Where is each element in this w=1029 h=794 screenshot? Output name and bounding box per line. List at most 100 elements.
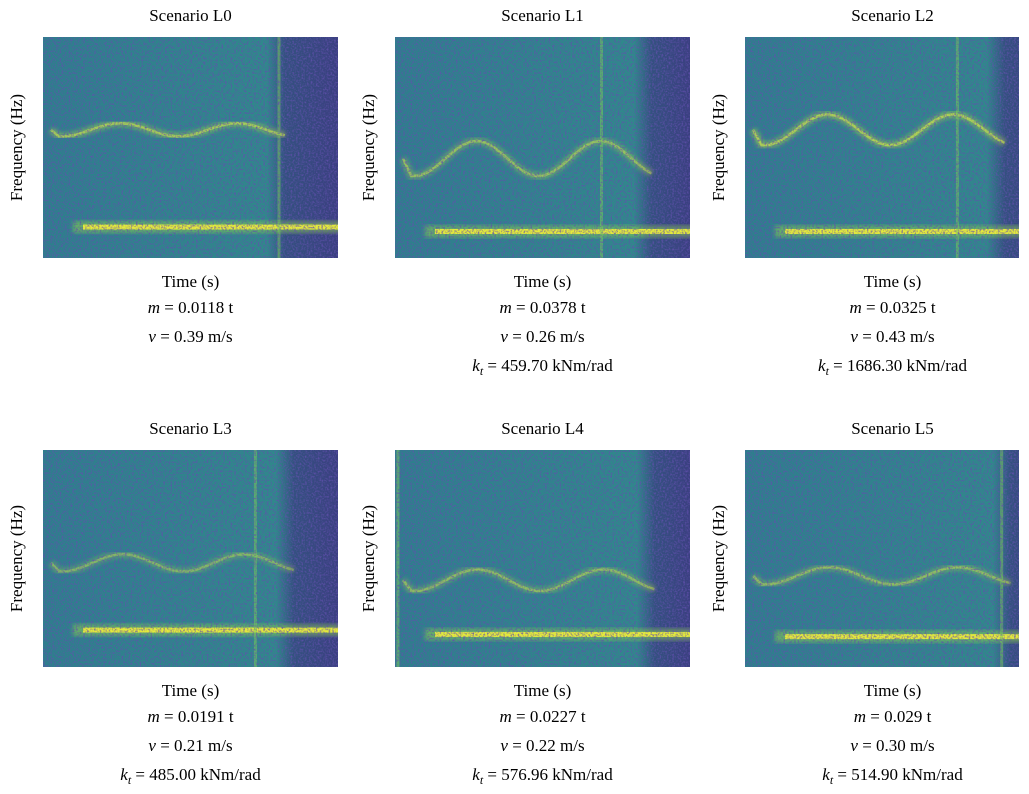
parameter-symbol: m [499,298,511,317]
panel: Scenario L1 Time (s) Frequency (Hz) m = 0.0… [359,6,690,378]
parameter-value: = 0.0227 t [512,707,586,726]
spectrogram [395,37,690,258]
parameter-value: = 459.70 kNm/rad [483,356,613,375]
parameter: v = 0.39 m/s [148,327,232,346]
spectrogram-body [43,37,338,258]
parameter-symbol: m [147,707,159,726]
spectrogram-body [745,450,1019,667]
parameter-value: = 0.43 m/s [858,327,935,346]
parameter-symbol: v [148,736,156,755]
y-axis-label: Frequency (Hz) [359,505,378,612]
spectrogram-body [395,450,690,667]
parameter-symbol: m [854,707,866,726]
parameter-symbol: m [499,707,511,726]
parameter-symbol: v [850,736,858,755]
parameter-value: = 0.0191 t [160,707,234,726]
parameter: kt = 514.90 kNm/rad [822,765,963,787]
parameter-subscript: t [826,364,830,378]
noise [395,37,690,258]
parameter: v = 0.30 m/s [850,736,934,755]
parameter-symbol: v [500,736,508,755]
spectrogram [43,37,338,258]
y-axis-label: Frequency (Hz) [7,94,26,201]
parameter-value: = 0.22 m/s [508,736,585,755]
parameter-symbol: k [472,356,480,375]
y-axis-label: Frequency (Hz) [359,94,378,201]
parameter-symbol: v [850,327,858,346]
parameter-symbol: k [472,765,480,784]
parameter: v = 0.43 m/s [850,327,934,346]
spectrogram [395,450,690,667]
parameter-value: = 485.00 kNm/rad [131,765,261,784]
parameter-subscript: t [128,773,132,787]
spectrogram [43,450,338,667]
noise [745,450,1019,667]
parameter: m = 0.0191 t [147,707,233,726]
parameter: m = 0.0325 t [849,298,935,317]
panel: Scenario L2 Time (s) Frequency (Hz) m = 0.0… [709,6,1019,378]
panel-title: Scenario L1 [501,6,584,25]
panel-title: Scenario L2 [851,6,934,25]
x-axis-label: Time (s) [514,681,571,700]
spectrogram-body [395,37,690,258]
spectrogram [745,450,1019,667]
parameter-subscript: t [480,773,484,787]
x-axis-label: Time (s) [864,681,921,700]
panel-title: Scenario L4 [501,419,584,438]
noise [43,37,338,258]
spectrogram-body [43,450,338,667]
parameter-symbol: k [120,765,128,784]
parameter-value: = 514.90 kNm/rad [833,765,963,784]
parameter-symbol: v [500,327,508,346]
spectrogram-body [745,37,1019,258]
parameter-value: = 0.26 m/s [508,327,585,346]
parameter-value: = 1686.30 kNm/rad [829,356,968,375]
parameter: m = 0.0118 t [148,298,234,317]
noise [395,450,690,667]
parameter-symbol: m [849,298,861,317]
y-axis-label: Frequency (Hz) [709,94,728,201]
parameter-value: = 0.0325 t [862,298,936,317]
parameter-symbol: v [148,327,156,346]
parameter-value: = 0.0378 t [512,298,586,317]
parameter: kt = 576.96 kNm/rad [472,765,613,787]
parameter-value: = 0.0118 t [160,298,233,317]
parameter: m = 0.0378 t [499,298,585,317]
noise [745,37,1019,258]
panel-title: Scenario L3 [149,419,232,438]
x-axis-label: Time (s) [162,272,219,291]
panel-title: Scenario L0 [149,6,232,25]
panel: Scenario L3 Time (s) Frequency (Hz) m = 0.0… [7,419,338,787]
parameter: kt = 485.00 kNm/rad [120,765,261,787]
parameter: m = 0.029 t [854,707,932,726]
parameter-symbol: m [148,298,160,317]
x-axis-label: Time (s) [162,681,219,700]
x-axis-label: Time (s) [514,272,571,291]
x-axis-label: Time (s) [864,272,921,291]
y-axis-label: Frequency (Hz) [7,505,26,612]
y-axis-label: Frequency (Hz) [709,505,728,612]
parameter: kt = 459.70 kNm/rad [472,356,613,378]
parameter: m = 0.0227 t [499,707,585,726]
parameter: v = 0.22 m/s [500,736,584,755]
panel-title: Scenario L5 [851,419,934,438]
noise [43,450,338,667]
parameter-subscript: t [480,364,484,378]
parameter-subscript: t [830,773,834,787]
parameter-value: = 0.30 m/s [858,736,935,755]
panel: Scenario L0 Time (s) Frequency (Hz) m = 0.0… [7,6,338,346]
panels: Scenario L0 Time (s) Frequency (Hz) m = 0.0… [7,6,1019,787]
parameter-value: = 0.029 t [866,707,932,726]
parameter-value: = 0.39 m/s [156,327,233,346]
parameter-symbol: k [818,356,826,375]
parameter: kt = 1686.30 kNm/rad [818,356,967,378]
parameter: v = 0.21 m/s [148,736,232,755]
parameter-value: = 576.96 kNm/rad [483,765,613,784]
panel: Scenario L4 Time (s) Frequency (Hz) m = 0.0… [359,419,690,787]
parameter-symbol: k [822,765,830,784]
panel: Scenario L5 Time (s) Frequency (Hz) m = 0.0… [709,419,1019,787]
parameter: v = 0.26 m/s [500,327,584,346]
spectrogram [745,37,1019,258]
parameter-value: = 0.21 m/s [156,736,233,755]
